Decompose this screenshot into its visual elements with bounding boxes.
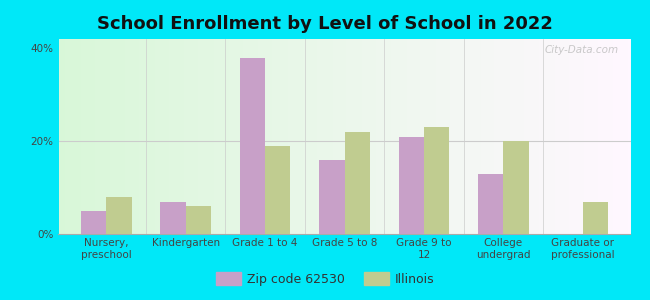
Bar <box>344 132 370 234</box>
Bar <box>583 202 608 234</box>
Text: School Enrollment by Level of School in 2022: School Enrollment by Level of School in … <box>97 15 553 33</box>
Bar <box>478 174 503 234</box>
Bar <box>186 206 211 234</box>
Bar <box>503 141 529 234</box>
Legend: Zip code 62530, Illinois: Zip code 62530, Illinois <box>211 267 439 291</box>
Bar <box>319 160 344 234</box>
Bar <box>424 127 449 234</box>
Bar <box>160 202 186 234</box>
Bar <box>240 58 265 234</box>
Bar <box>106 197 131 234</box>
Text: City-Data.com: City-Data.com <box>545 45 619 55</box>
Bar <box>81 211 106 234</box>
Bar <box>265 146 291 234</box>
Bar <box>398 136 424 234</box>
